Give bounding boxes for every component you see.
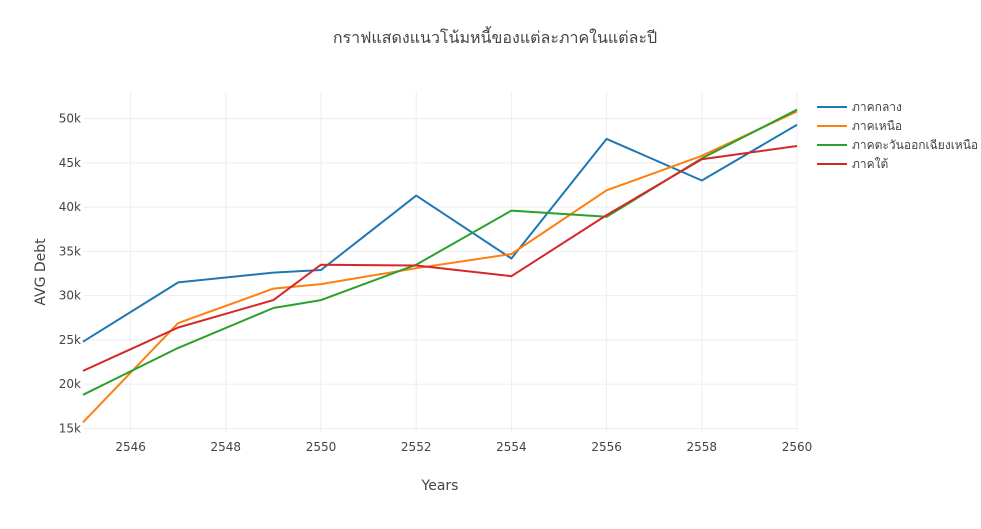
series-layer [82, 108, 798, 423]
x-tick-label: 2550 [306, 440, 337, 454]
y-tick-label: 50k [59, 112, 81, 126]
series-line [82, 123, 798, 343]
x-axis-title: Years [421, 478, 459, 494]
y-axis-ticks: 15k 20k 25k 30k 35k 40k 45k 50k [59, 112, 81, 436]
legend-item[interactable]: ภาคตะวันออกเฉียงเหนือ [817, 138, 978, 152]
y-tick-label: 15k [59, 421, 81, 435]
x-tick-label: 2552 [401, 440, 432, 454]
legend: ภาคกลางภาคเหนือภาคตะวันออกเฉียงเหนือภาคใ… [817, 100, 978, 171]
series-line [82, 145, 798, 372]
grid-layer [83, 92, 798, 432]
x-tick-label: 2546 [115, 440, 146, 454]
x-tick-label: 2558 [687, 440, 718, 454]
legend-label: ภาคกลาง [852, 100, 902, 114]
chart-title: กราฟแสดงแนวโน้มหนี้ของแต่ละภาคในแต่ละปี [333, 26, 657, 47]
y-tick-label: 45k [59, 156, 81, 170]
legend-item[interactable]: ภาคเหนือ [817, 119, 902, 133]
x-axis-ticks: 2546 2548 2550 2552 2554 2556 2558 2560 [115, 440, 812, 454]
legend-label: ภาคตะวันออกเฉียงเหนือ [852, 138, 978, 152]
y-tick-label: 20k [59, 377, 81, 391]
y-tick-label: 30k [59, 289, 81, 303]
series-line [82, 110, 798, 423]
x-tick-label: 2554 [496, 440, 527, 454]
x-tick-label: 2556 [591, 440, 622, 454]
y-tick-label: 35k [59, 244, 81, 258]
y-tick-label: 25k [59, 333, 81, 347]
x-tick-label: 2560 [782, 440, 813, 454]
legend-item[interactable]: ภาคกลาง [817, 100, 902, 114]
legend-label: ภาคใต้ [852, 157, 888, 171]
series-line [82, 108, 798, 396]
legend-item[interactable]: ภาคใต้ [817, 157, 888, 171]
legend-label: ภาคเหนือ [852, 119, 902, 133]
y-tick-label: 40k [59, 200, 81, 214]
y-axis-title: AVG Debt [33, 238, 49, 306]
x-tick-label: 2548 [211, 440, 242, 454]
